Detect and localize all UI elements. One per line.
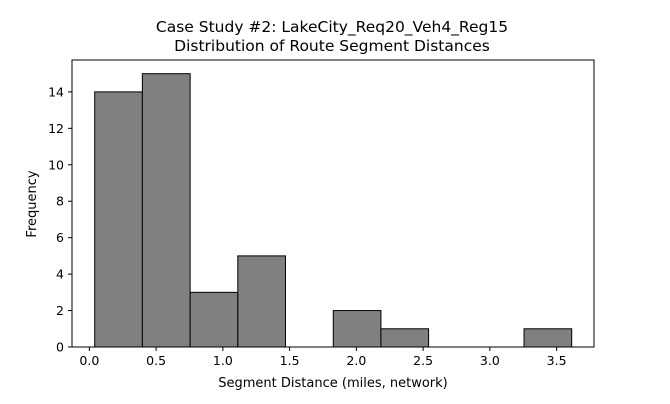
y-tick-label: 14 xyxy=(48,84,64,99)
bars-layer xyxy=(94,73,573,348)
chart-title-line2: Distribution of Route Segment Distances xyxy=(174,37,490,55)
x-tick-label: 0.0 xyxy=(79,353,99,368)
y-axis-label: Frequency xyxy=(25,170,40,237)
x-axis-label: Segment Distance (miles, network) xyxy=(218,376,447,391)
x-axis-ticks: 0.0 0.5 1.0 1.5 2.0 2.5 3.0 3.5 xyxy=(79,347,567,368)
x-tick-label: 2.5 xyxy=(413,353,433,368)
y-tick-label: 6 xyxy=(56,230,64,245)
y-tick-label: 0 xyxy=(56,340,64,355)
y-tick-label: 12 xyxy=(48,121,64,136)
histogram-bar-1 xyxy=(141,73,191,348)
y-tick-label: 10 xyxy=(48,157,64,172)
plot-frame xyxy=(71,59,595,348)
x-tick-label: 1.0 xyxy=(213,353,233,368)
x-tick-label: 0.5 xyxy=(146,353,166,368)
histogram-bar-0 xyxy=(94,91,143,348)
histogram-bar-6 xyxy=(380,328,430,348)
x-tick-label: 3.5 xyxy=(547,353,567,368)
y-tick-label: 2 xyxy=(56,303,64,318)
x-tick-label: 3.0 xyxy=(480,353,500,368)
histogram-bar-3 xyxy=(237,255,286,348)
x-tick-label: 2.0 xyxy=(346,353,366,368)
chart-title-line1: Case Study #2: LakeCity_Req20_Veh4_Reg15 xyxy=(156,18,508,37)
x-tick-label: 1.5 xyxy=(280,353,300,368)
histogram-bar-5 xyxy=(332,310,382,348)
y-axis-ticks: 0 2 4 6 8 10 12 14 xyxy=(48,84,72,355)
histogram-bar-2 xyxy=(189,291,239,348)
histogram-bar-9 xyxy=(523,328,573,348)
y-tick-label: 8 xyxy=(56,194,64,209)
y-tick-label: 4 xyxy=(56,267,64,282)
